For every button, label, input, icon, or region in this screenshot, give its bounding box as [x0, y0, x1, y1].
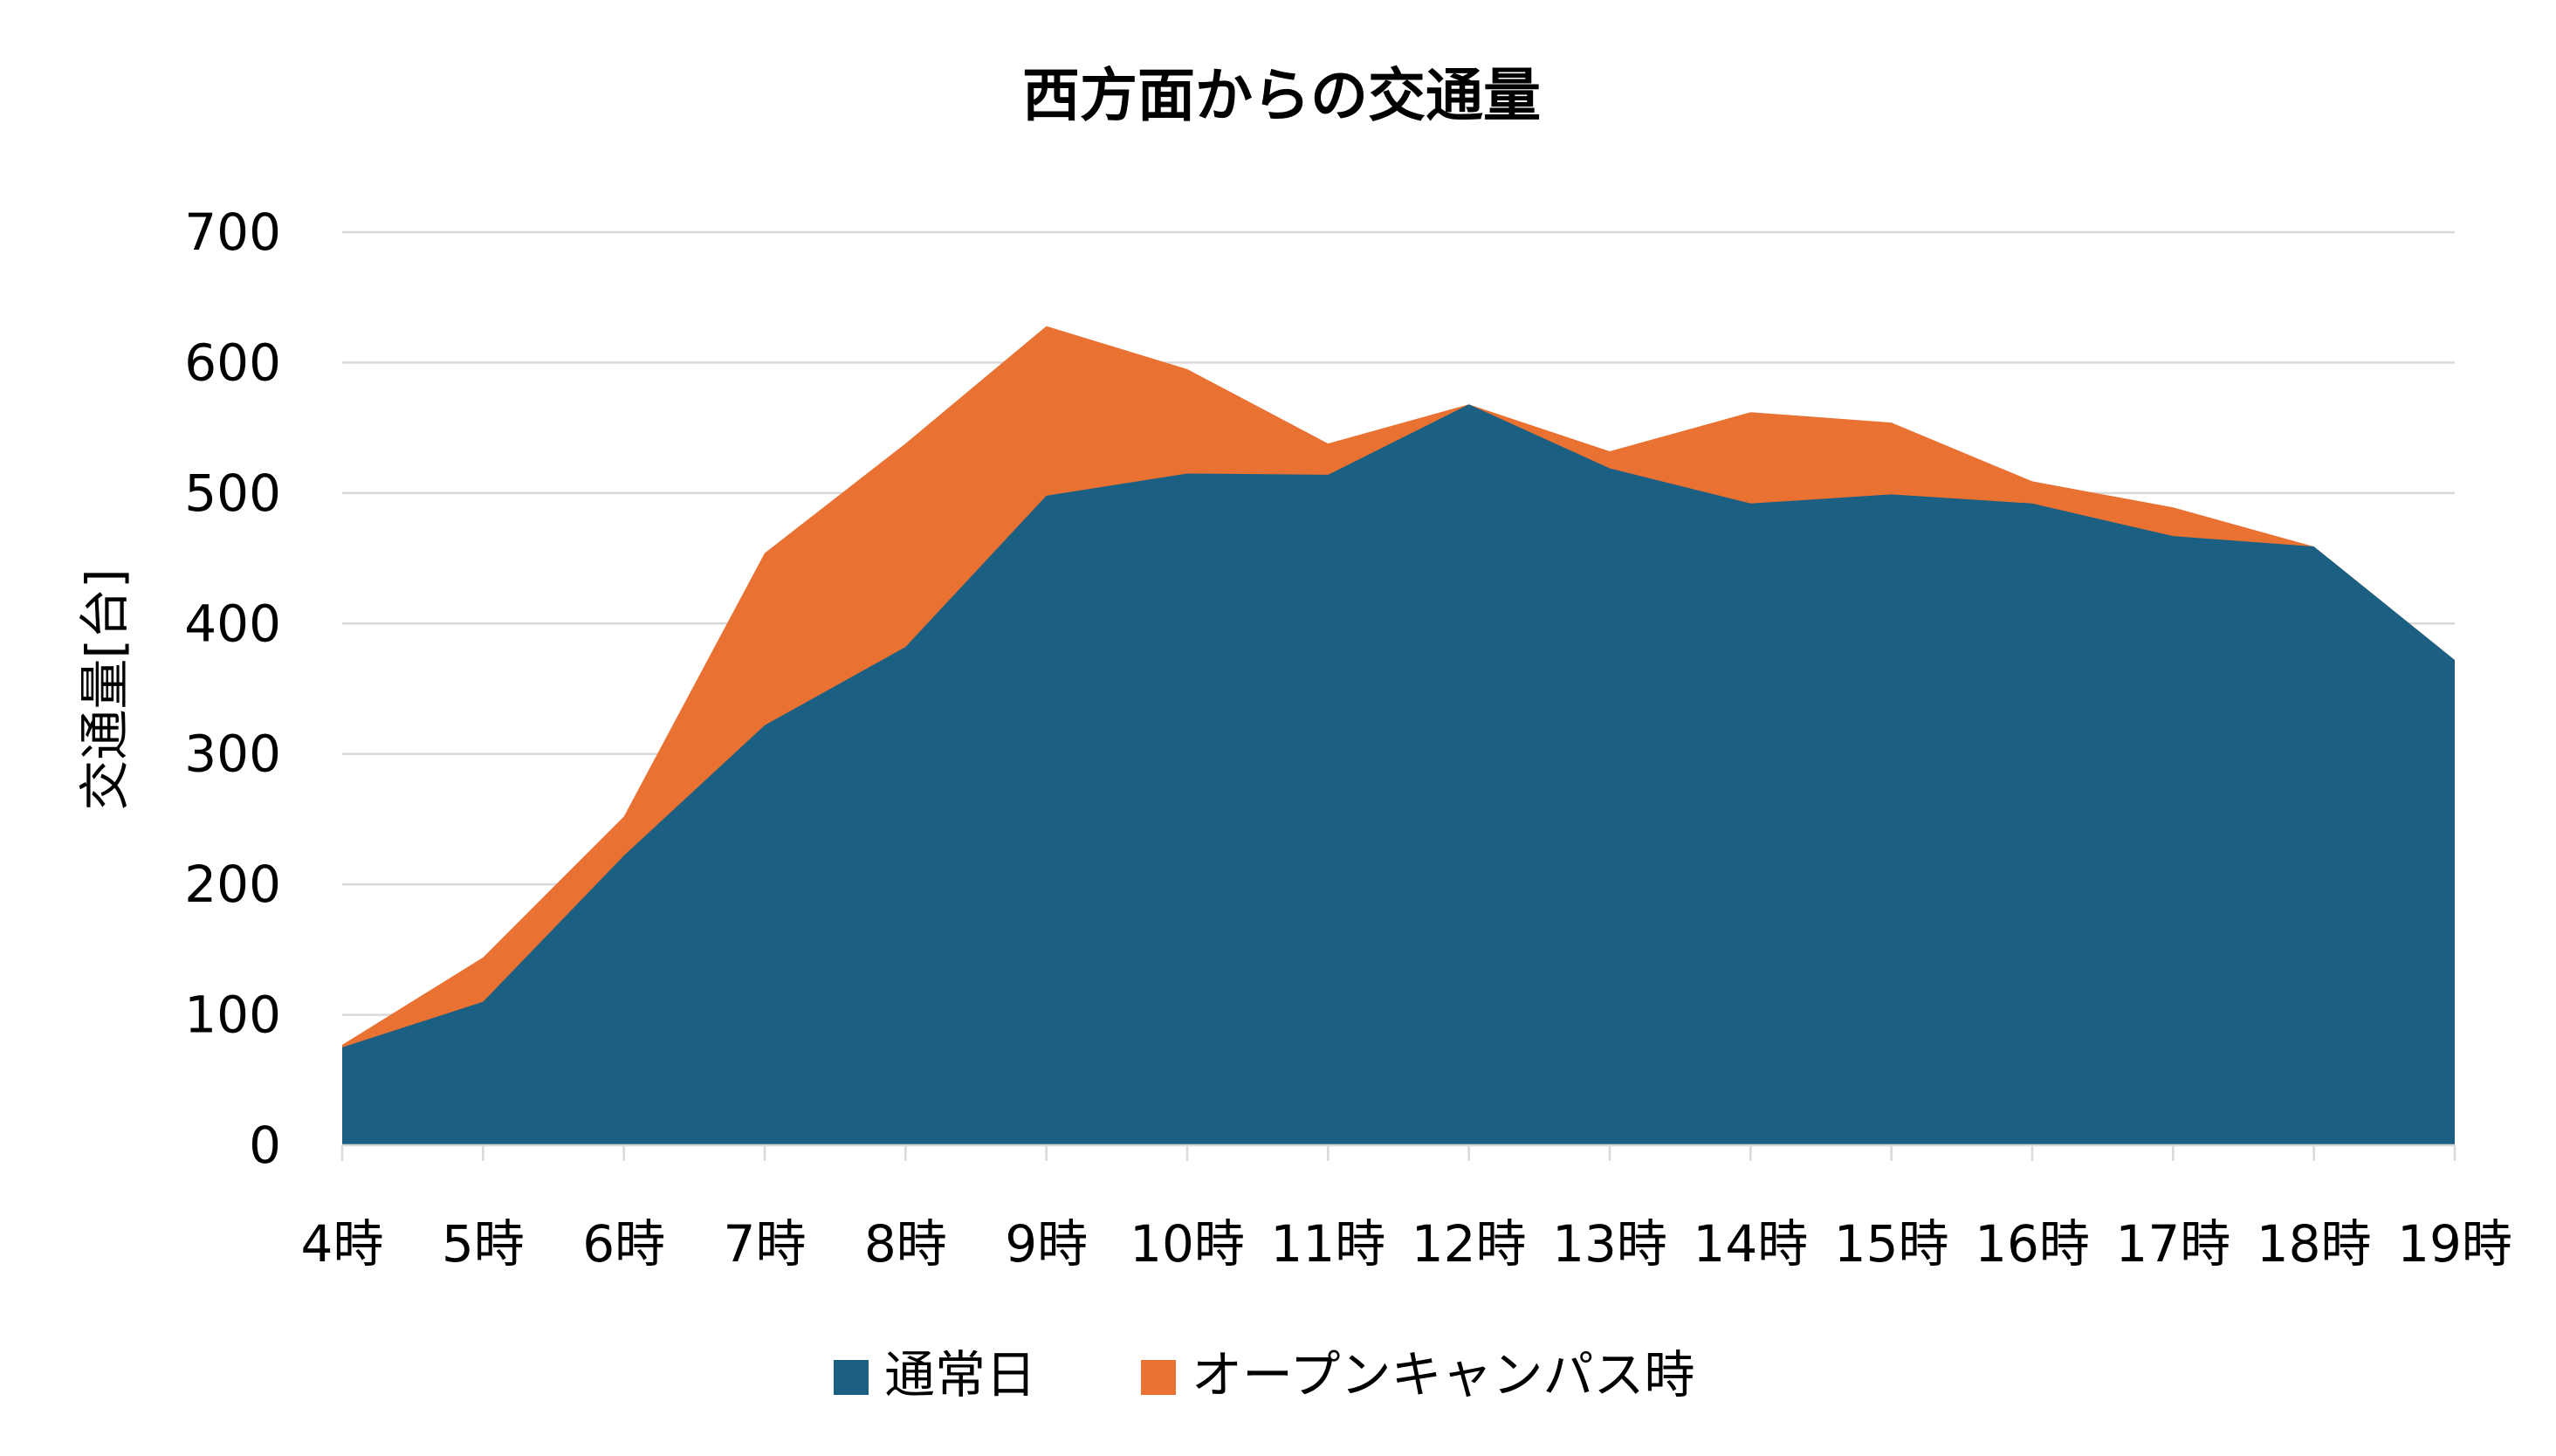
series-layer	[342, 326, 2455, 1145]
x-tick-label: 15時	[1834, 1214, 1949, 1274]
y-tick-label: 600	[184, 333, 281, 392]
x-tick-label: 17時	[2115, 1214, 2230, 1274]
y-tick-label: 100	[184, 986, 281, 1045]
legend-label: オープンキャンパス時	[1192, 1345, 1695, 1404]
y-tick-label: 200	[184, 855, 281, 914]
x-tick-label: 11時	[1270, 1214, 1385, 1274]
x-tick-label: 18時	[2257, 1214, 2372, 1274]
chart-title: 西方面からの交通量	[1022, 62, 1541, 129]
y-axis: 0 100 200 300 400 500 600 700	[184, 203, 281, 1175]
x-tick-label: 16時	[1975, 1214, 2090, 1274]
y-tick-label: 300	[184, 725, 281, 784]
y-tick-label: 0	[249, 1116, 281, 1175]
x-tick-label: 8時	[864, 1214, 947, 1274]
legend-label: 通常日	[884, 1345, 1036, 1404]
x-tick-label: 9時	[1005, 1214, 1088, 1274]
y-tick-label: 400	[184, 594, 281, 653]
x-tick-label: 6時	[582, 1214, 665, 1274]
x-tick-label: 12時	[1412, 1214, 1527, 1274]
x-tick-label: 14時	[1693, 1214, 1808, 1274]
series-area-1	[342, 404, 2455, 1145]
x-tick-label: 13時	[1552, 1214, 1667, 1274]
y-axis-label: 交通量[台]	[75, 568, 134, 810]
x-tick-label: 10時	[1130, 1214, 1245, 1274]
legend: 通常日 オープンキャンパス時	[834, 1345, 1695, 1404]
x-tick-label: 19時	[2397, 1214, 2512, 1274]
y-tick-label: 500	[184, 464, 281, 523]
legend-swatch	[834, 1360, 869, 1395]
legend-swatch	[1141, 1360, 1176, 1395]
x-tick-label: 7時	[724, 1214, 807, 1274]
x-tick-label: 5時	[442, 1214, 525, 1274]
x-tick-label: 4時	[301, 1214, 384, 1274]
y-tick-label: 700	[184, 203, 281, 262]
x-axis: 4時 5時 6時 7時 8時 9時 10時 11時 12時 13時 14時 15時 16時 17時 18時 1…	[301, 1144, 2512, 1274]
